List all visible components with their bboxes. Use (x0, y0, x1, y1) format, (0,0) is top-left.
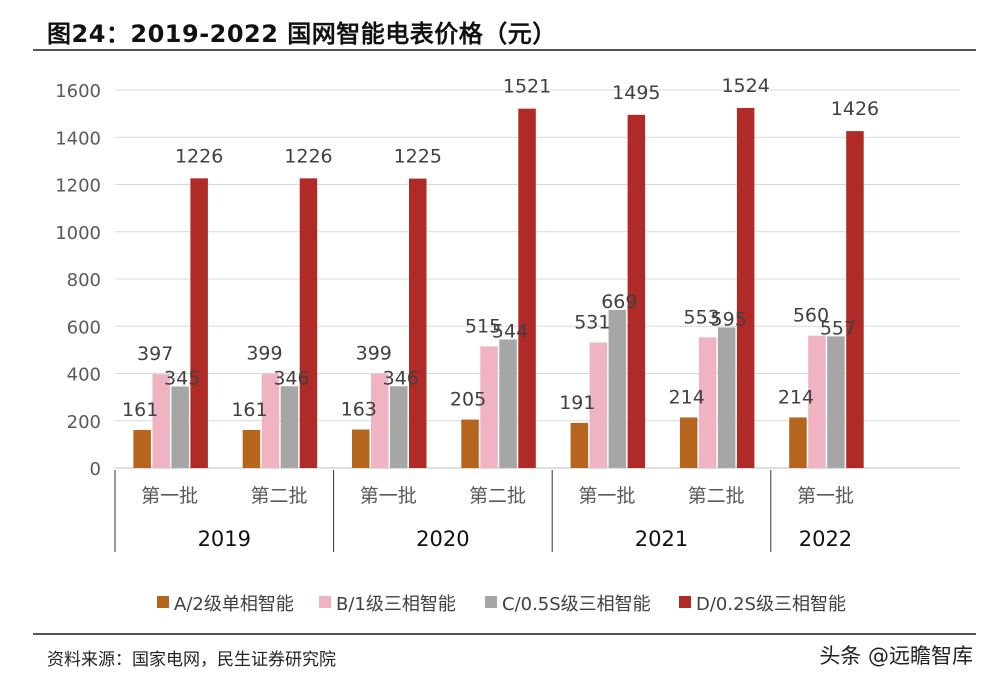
bar (280, 386, 299, 468)
title-divider (33, 49, 976, 51)
x-group-label: 2022 (799, 527, 852, 551)
y-tick-label: 1400 (55, 128, 101, 149)
data-label: 205 (450, 389, 486, 411)
data-label: 399 (356, 343, 392, 365)
bar (190, 178, 208, 469)
bar (627, 114, 646, 469)
source-note: 资料来源：国家电网，民生证券研究院 (47, 650, 336, 670)
x-tick-label: 第一批 (797, 485, 854, 507)
bar (846, 131, 864, 469)
legend: A/2级单相智能 B/1级三相智能 C/0.5S级三相智能 D/0.2S级三相智能 (157, 594, 846, 615)
bar (371, 373, 389, 468)
data-label: 557 (820, 317, 856, 339)
data-label: 1521 (503, 76, 551, 98)
data-label: 669 (601, 291, 637, 313)
data-label: 191 (559, 392, 595, 414)
bar (679, 417, 698, 468)
data-label: 214 (778, 386, 814, 408)
bar (152, 374, 170, 468)
y-tick-label: 200 (67, 412, 101, 433)
data-label: 214 (669, 386, 705, 408)
bar (133, 429, 151, 468)
x-tick-label: 第二批 (469, 485, 526, 507)
page-title: 图24：2019-2022 国网智能电表价格（元） (47, 20, 557, 48)
bar (480, 346, 498, 468)
bar (352, 429, 370, 468)
y-axis-ticks: 0 200 400 600 800 1000 1200 1400 1600 (55, 81, 101, 480)
bar (589, 342, 608, 468)
data-label: 1225 (394, 146, 442, 168)
data-label: 1226 (175, 145, 223, 167)
x-tick-label: 第二批 (688, 485, 745, 507)
footer-divider (33, 633, 976, 635)
y-tick-label: 1000 (55, 223, 101, 244)
legend-swatch (679, 596, 691, 608)
data-label: 161 (231, 399, 267, 421)
data-label: 595 (711, 308, 747, 330)
bar (808, 335, 826, 468)
legend-swatch (157, 596, 169, 608)
bar (608, 309, 627, 468)
x-group-label: 2019 (198, 527, 251, 551)
y-tick-label: 1200 (55, 176, 101, 197)
y-tick-label: 800 (67, 270, 101, 291)
legend-swatch (319, 596, 331, 608)
data-label: 560 (793, 305, 829, 327)
data-label: 553 (684, 306, 720, 328)
data-label: 1495 (612, 82, 660, 104)
bar (299, 178, 318, 469)
bar (242, 429, 261, 468)
data-label: 163 (341, 398, 377, 420)
data-label: 1426 (831, 98, 879, 120)
watermark: 头条 @远瞻智库 (819, 644, 973, 668)
bar (717, 327, 736, 468)
x-group-label: 2021 (635, 527, 688, 551)
data-label: 397 (137, 343, 173, 365)
bar (789, 417, 807, 468)
bar (827, 336, 845, 468)
data-label: 399 (246, 343, 282, 365)
data-label: 1524 (721, 75, 769, 97)
data-label: 346 (273, 367, 309, 389)
x-group-label: 2020 (416, 527, 469, 551)
bar (518, 108, 536, 468)
bars (133, 107, 864, 469)
y-tick-label: 0 (90, 459, 101, 480)
bar (736, 107, 755, 468)
legend-label: B/1级三相智能 (336, 594, 456, 615)
x-tick-label: 第二批 (250, 485, 307, 507)
legend-label: C/0.5S级三相智能 (502, 594, 651, 615)
y-tick-label: 600 (67, 317, 101, 338)
data-label: 544 (492, 320, 528, 342)
bar (409, 178, 427, 468)
bar (570, 422, 589, 468)
legend-swatch (485, 596, 497, 608)
y-tick-label: 400 (67, 365, 101, 386)
data-label: 515 (465, 315, 501, 337)
data-label: 1226 (284, 145, 332, 167)
bar (499, 339, 517, 468)
data-label: 346 (383, 367, 419, 389)
x-tick-label: 第一批 (141, 485, 198, 507)
data-label: 345 (164, 367, 200, 389)
bar (698, 337, 717, 468)
bar (261, 373, 280, 468)
x-tick-label: 第一批 (360, 485, 417, 507)
y-tick-label: 1600 (55, 81, 101, 102)
bar (390, 386, 408, 468)
legend-label: D/0.2S级三相智能 (696, 594, 846, 615)
x-tick-label: 第一批 (578, 485, 635, 507)
data-label: 161 (122, 399, 158, 421)
legend-label: A/2级单相智能 (174, 594, 294, 615)
bar (171, 386, 189, 468)
data-label: 531 (574, 312, 610, 334)
bar (461, 419, 479, 468)
data-labels: 1613973451226161399346122616339934612252… (122, 75, 879, 421)
